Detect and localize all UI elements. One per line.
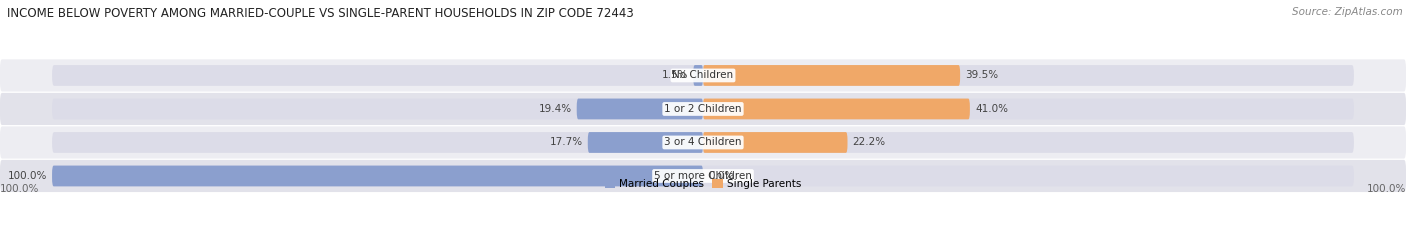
FancyBboxPatch shape (703, 99, 970, 119)
Text: 41.0%: 41.0% (976, 104, 1008, 114)
Text: 22.2%: 22.2% (852, 137, 886, 147)
Text: 100.0%: 100.0% (1367, 184, 1406, 194)
Text: 100.0%: 100.0% (0, 184, 39, 194)
Text: 19.4%: 19.4% (538, 104, 571, 114)
Text: 3 or 4 Children: 3 or 4 Children (664, 137, 742, 147)
Text: 100.0%: 100.0% (7, 171, 46, 181)
FancyBboxPatch shape (0, 59, 1406, 92)
FancyBboxPatch shape (576, 99, 703, 119)
FancyBboxPatch shape (0, 160, 1406, 192)
FancyBboxPatch shape (52, 166, 703, 186)
Text: 39.5%: 39.5% (966, 70, 998, 80)
Text: No Children: No Children (672, 70, 734, 80)
FancyBboxPatch shape (52, 132, 1354, 153)
Text: INCOME BELOW POVERTY AMONG MARRIED-COUPLE VS SINGLE-PARENT HOUSEHOLDS IN ZIP COD: INCOME BELOW POVERTY AMONG MARRIED-COUPL… (7, 7, 634, 20)
FancyBboxPatch shape (703, 132, 848, 153)
FancyBboxPatch shape (703, 65, 960, 86)
FancyBboxPatch shape (52, 99, 1354, 119)
FancyBboxPatch shape (0, 93, 1406, 125)
FancyBboxPatch shape (0, 126, 1406, 158)
Text: 17.7%: 17.7% (550, 137, 582, 147)
Text: 1.5%: 1.5% (662, 70, 688, 80)
FancyBboxPatch shape (588, 132, 703, 153)
Legend: Married Couples, Single Parents: Married Couples, Single Parents (600, 175, 806, 193)
FancyBboxPatch shape (693, 65, 703, 86)
FancyBboxPatch shape (52, 166, 1354, 186)
Text: Source: ZipAtlas.com: Source: ZipAtlas.com (1292, 7, 1403, 17)
Text: 1 or 2 Children: 1 or 2 Children (664, 104, 742, 114)
Text: 5 or more Children: 5 or more Children (654, 171, 752, 181)
Text: 0.0%: 0.0% (709, 171, 734, 181)
FancyBboxPatch shape (52, 65, 1354, 86)
